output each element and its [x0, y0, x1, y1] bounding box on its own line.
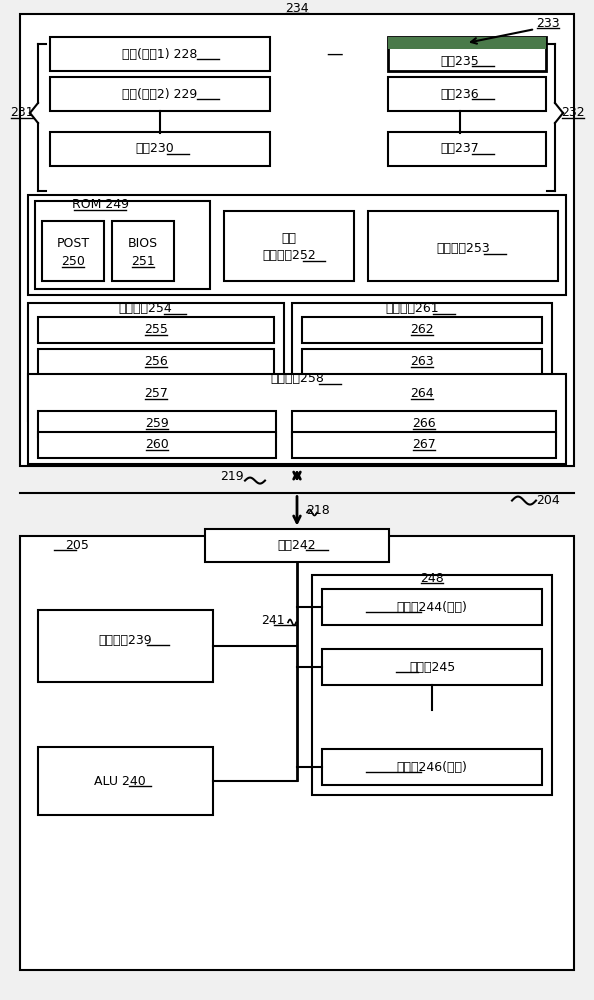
Text: 259: 259: [145, 417, 169, 430]
Text: 267: 267: [412, 438, 436, 451]
Text: 操作系统253: 操作系统253: [436, 242, 490, 255]
FancyBboxPatch shape: [38, 381, 274, 407]
FancyBboxPatch shape: [28, 303, 284, 421]
Text: ALU 240: ALU 240: [94, 775, 146, 788]
Text: 输入变量254: 输入变量254: [118, 302, 172, 315]
FancyBboxPatch shape: [388, 37, 546, 49]
FancyBboxPatch shape: [38, 610, 213, 682]
Text: 264: 264: [410, 387, 434, 400]
Text: 241: 241: [261, 614, 285, 627]
Text: 中间变量258: 中间变量258: [270, 372, 324, 385]
Text: 寄存器244(指令): 寄存器244(指令): [397, 601, 467, 614]
Text: 指令230: 指令230: [135, 142, 175, 155]
Text: 接口242: 接口242: [277, 539, 317, 552]
Text: BIOS: BIOS: [128, 237, 158, 250]
FancyBboxPatch shape: [322, 589, 542, 625]
Text: 指令(部分2) 229: 指令(部分2) 229: [122, 88, 198, 101]
Text: 219: 219: [220, 470, 244, 483]
FancyBboxPatch shape: [20, 536, 574, 970]
Text: 205: 205: [65, 539, 89, 552]
FancyBboxPatch shape: [388, 77, 546, 111]
Text: 234: 234: [285, 2, 309, 15]
FancyBboxPatch shape: [302, 381, 542, 407]
FancyBboxPatch shape: [50, 77, 270, 111]
FancyBboxPatch shape: [38, 349, 274, 375]
FancyBboxPatch shape: [35, 201, 210, 289]
FancyBboxPatch shape: [224, 211, 354, 281]
Text: 数据237: 数据237: [441, 142, 479, 155]
FancyBboxPatch shape: [205, 529, 389, 562]
Text: POST: POST: [56, 237, 90, 250]
Text: 251: 251: [131, 255, 155, 268]
Text: 数据236: 数据236: [441, 88, 479, 101]
FancyBboxPatch shape: [292, 411, 556, 437]
FancyBboxPatch shape: [292, 432, 556, 458]
Text: 233: 233: [536, 17, 560, 30]
FancyBboxPatch shape: [322, 749, 542, 785]
FancyBboxPatch shape: [112, 221, 174, 281]
Text: 255: 255: [144, 323, 168, 336]
Text: 260: 260: [145, 438, 169, 451]
Text: 250: 250: [61, 255, 85, 268]
FancyBboxPatch shape: [38, 747, 213, 815]
Text: ROM 249: ROM 249: [71, 198, 128, 211]
FancyBboxPatch shape: [388, 37, 546, 71]
Text: 262: 262: [410, 323, 434, 336]
FancyBboxPatch shape: [38, 317, 274, 343]
FancyBboxPatch shape: [50, 37, 270, 71]
Text: —: —: [327, 45, 343, 63]
Text: 256: 256: [144, 355, 168, 368]
Text: 输出变量261: 输出变量261: [385, 302, 439, 315]
FancyBboxPatch shape: [322, 649, 542, 685]
FancyBboxPatch shape: [28, 374, 566, 464]
FancyBboxPatch shape: [368, 211, 558, 281]
FancyBboxPatch shape: [312, 575, 552, 795]
Text: 控制单元239: 控制单元239: [98, 634, 152, 647]
Text: 引导: 引导: [282, 232, 296, 245]
Text: 266: 266: [412, 417, 436, 430]
Text: 257: 257: [144, 387, 168, 400]
FancyBboxPatch shape: [38, 432, 276, 458]
Text: 232: 232: [561, 106, 585, 119]
FancyBboxPatch shape: [20, 14, 574, 466]
Text: 218: 218: [306, 504, 330, 517]
FancyBboxPatch shape: [50, 132, 270, 166]
FancyBboxPatch shape: [302, 349, 542, 375]
FancyBboxPatch shape: [38, 411, 276, 437]
FancyBboxPatch shape: [42, 221, 104, 281]
Text: 数据235: 数据235: [441, 55, 479, 68]
Text: 寄存器246(数据): 寄存器246(数据): [397, 761, 467, 774]
Text: 263: 263: [410, 355, 434, 368]
Text: 231: 231: [10, 106, 34, 119]
FancyBboxPatch shape: [388, 132, 546, 166]
FancyBboxPatch shape: [292, 303, 552, 421]
FancyBboxPatch shape: [28, 195, 566, 295]
Text: 装入程序252: 装入程序252: [262, 249, 316, 262]
FancyBboxPatch shape: [302, 317, 542, 343]
Text: 204: 204: [536, 494, 560, 507]
Text: 寄存器245: 寄存器245: [409, 661, 455, 674]
Text: 248: 248: [420, 572, 444, 585]
Text: 指令(部分1) 228: 指令(部分1) 228: [122, 48, 198, 61]
